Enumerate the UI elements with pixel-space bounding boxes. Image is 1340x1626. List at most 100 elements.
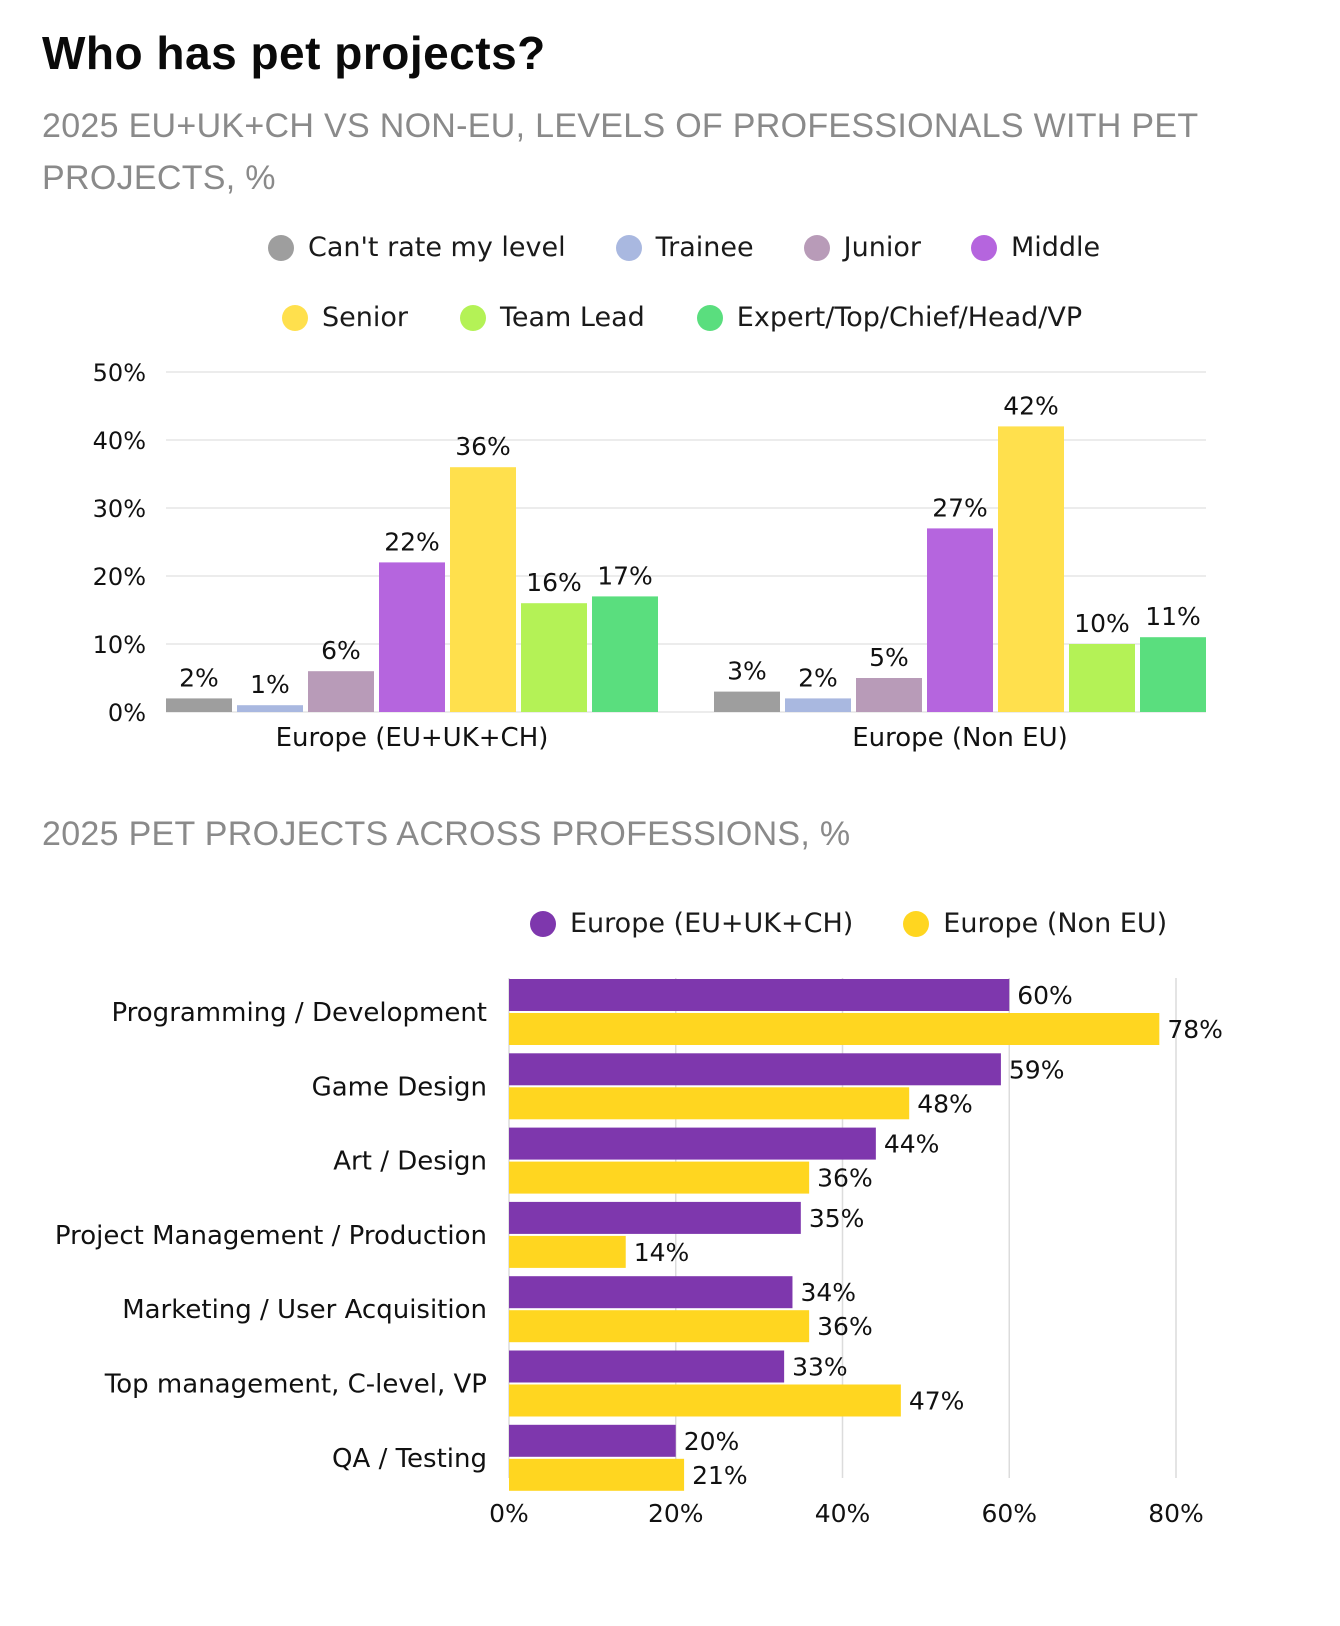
y-category-label: QA / Testing (332, 1444, 487, 1474)
chart1-legend-item-trainee: Trainee (615, 232, 754, 263)
bar-value-label: 2% (179, 663, 219, 692)
bar-value-label: 47% (909, 1387, 965, 1416)
bar-middle (379, 562, 445, 712)
legend-swatch (803, 234, 830, 261)
bar-expert-top-chief-head-vp (1140, 637, 1206, 712)
bar-europe-eu-uk-ch (509, 1350, 785, 1383)
y-category-label: Art / Design (333, 1147, 487, 1177)
y-tick-label: 10% (93, 631, 146, 659)
bar-value-label: 60% (1017, 981, 1073, 1010)
bar-value-label: 78% (1167, 1015, 1223, 1044)
bar-value-label: 11% (1145, 602, 1201, 631)
chart1-legend-item-can-t-rate-my-level: Can't rate my level (268, 232, 566, 263)
y-category-label: Project Management / Production (55, 1221, 487, 1251)
bar-europe-non-eu (509, 1310, 810, 1343)
bar-europe-eu-uk-ch (509, 1201, 801, 1234)
bar-junior (856, 678, 922, 712)
bar-value-label: 21% (692, 1461, 748, 1490)
chart2-legend-item-europe-non-eu: Europe (Non EU) (903, 908, 1167, 939)
legend-swatch (696, 304, 723, 331)
bar-trainee (237, 705, 303, 712)
y-tick-label: 30% (93, 495, 146, 523)
bar-europe-eu-uk-ch (509, 979, 1010, 1011)
bar-europe-non-eu (509, 1235, 626, 1268)
chart1-title: 2025 EU+UK+CH VS NON-EU, LEVELS OF PROFE… (42, 107, 1198, 197)
legend-swatch (615, 234, 642, 261)
bar-value-label: 14% (634, 1238, 690, 1267)
x-tick-label: 80% (1148, 1499, 1204, 1528)
x-tick-label: 20% (648, 1499, 704, 1528)
chart2-legend: Europe (EU+UK+CH) Europe (Non EU) (530, 908, 1167, 939)
legend-label: Europe (Non EU) (943, 908, 1168, 939)
y-tick-label: 20% (93, 563, 146, 591)
legend-swatch (268, 234, 294, 261)
chart1-legend-item-expert-top-chief-head-vp: Expert/Top/Chief/Head/VP (696, 302, 1083, 333)
y-category-label: Top management, C-level, VP (104, 1370, 487, 1400)
bar-value-label: 2% (798, 663, 838, 692)
legend-label: Team Lead (499, 302, 645, 333)
bar-value-label: 36% (817, 1312, 873, 1341)
bar-value-label: 36% (455, 432, 511, 461)
chart1-legend-item-junior: Junior (803, 232, 921, 263)
y-tick-label: 50% (93, 359, 146, 387)
legend-swatch (530, 910, 556, 937)
bar-value-label: 10% (1074, 609, 1130, 638)
bar-value-label: 59% (1009, 1055, 1065, 1084)
bar-europe-eu-uk-ch (509, 1424, 676, 1457)
bar-can-t-rate-my-level (714, 691, 780, 712)
bar-value-label: 33% (792, 1353, 848, 1382)
bar-expert-top-chief-head-vp (592, 596, 658, 712)
y-tick-label: 0% (108, 699, 146, 727)
professions-bar-chart: 0% 20% 40% 60% 80% 60% 78% Programming / Develo… (55, 978, 1223, 1528)
bar-value-label: 17% (597, 561, 653, 590)
bar-value-label: 5% (869, 643, 909, 672)
legend-label: Senior (322, 302, 408, 333)
bar-senior (450, 467, 516, 712)
bar-europe-non-eu (509, 1161, 810, 1194)
x-tick-label: 40% (815, 1499, 871, 1528)
bar-value-label: 22% (384, 527, 440, 556)
bar-value-label: 6% (321, 636, 361, 665)
x-tick-label: 0% (489, 1499, 529, 1528)
bar-value-label: 48% (917, 1089, 973, 1118)
bar-value-label: 1% (250, 670, 290, 699)
y-category-label: Marketing / User Acquisition (122, 1295, 487, 1325)
chart2-legend-item-europe-eu-uk-ch: Europe (EU+UK+CH) (530, 908, 853, 939)
legend-swatch (970, 234, 997, 261)
legend-label: Expert/Top/Chief/Head/VP (736, 302, 1083, 333)
x-tick-label: 60% (981, 1499, 1037, 1528)
bar-value-label: 42% (1003, 391, 1059, 420)
legend-label: Middle (1010, 232, 1101, 263)
bar-europe-non-eu (509, 1087, 910, 1120)
y-tick-label: 40% (93, 427, 146, 455)
bar-value-label: 16% (526, 568, 582, 597)
bar-value-label: 34% (800, 1278, 856, 1307)
legend-swatch (282, 304, 308, 331)
chart2-title: 2025 PET PROJECTS ACROSS PROFESSIONS, % (42, 815, 851, 853)
bar-value-label: 36% (817, 1164, 873, 1193)
bar-europe-non-eu (509, 1458, 685, 1491)
bar-senior (998, 426, 1064, 712)
legend-label: Trainee (655, 232, 754, 263)
page-title: Who has pet projects? (42, 27, 546, 79)
bar-can-t-rate-my-level (166, 698, 232, 712)
bar-europe-eu-uk-ch (509, 1276, 793, 1309)
x-category-label: Europe (EU+UK+CH) (276, 723, 549, 753)
chart1-legend-item-middle: Middle (970, 232, 1101, 263)
bar-middle (927, 528, 993, 712)
bar-value-label: 3% (727, 657, 767, 686)
levels-bar-chart: 0% 10% 20% 30% 40% 50% 2% 1% 6% 22% 36% 16% 17% Europ… (93, 359, 1206, 753)
y-category-label: Programming / Development (111, 998, 487, 1028)
bar-value-label: 27% (932, 493, 988, 522)
legend-label: Can't rate my level (308, 232, 566, 263)
legend-swatch (903, 910, 930, 937)
bar-europe-eu-uk-ch (509, 1127, 876, 1160)
chart1-legend-item-senior: Senior (282, 302, 408, 333)
bar-value-label: 44% (884, 1130, 940, 1159)
chart1-legend-item-team-lead: Team Lead (459, 302, 645, 333)
bar-europe-non-eu (509, 1013, 1160, 1045)
bar-europe-eu-uk-ch (509, 1053, 1001, 1086)
legend-label: Europe (EU+UK+CH) (570, 908, 854, 939)
bar-junior (308, 671, 374, 712)
chart1-legend-row2: Senior Team Lead Expert/Top/Chief/Head/VP (282, 302, 1082, 333)
